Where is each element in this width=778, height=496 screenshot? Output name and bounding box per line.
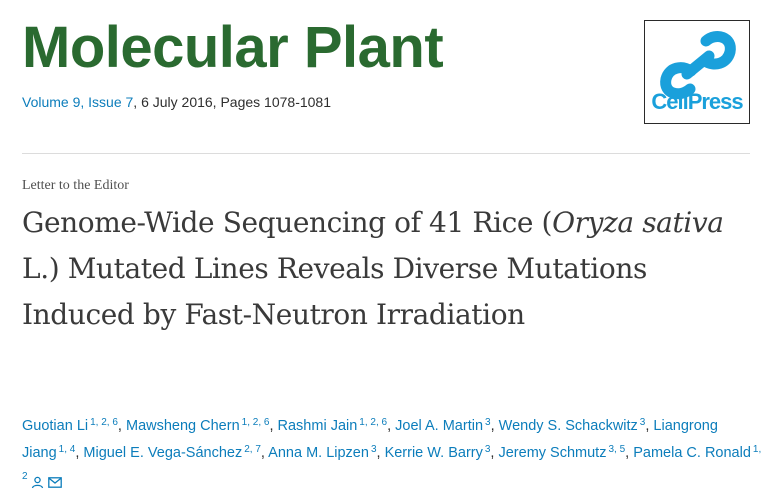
author-link[interactable]: Mawsheng Chern xyxy=(125,418,240,434)
author-icons xyxy=(31,469,62,496)
author-list: Guotian Li 1, 2, 6, Mawsheng Chern 1, 2, 6… xyxy=(22,413,762,496)
author-affiliation[interactable]: 3 xyxy=(370,444,377,455)
date-pages: , 6 July 2016, Pages 1078-1081 xyxy=(133,94,331,110)
cellpress-wordmark: CellPress xyxy=(651,89,743,114)
author-affiliation[interactable]: 1, 2, 6 xyxy=(90,417,118,428)
author-link[interactable]: Wendy S. Schackwitz xyxy=(498,418,638,434)
author-affiliation[interactable]: 1, 4 xyxy=(58,444,76,455)
issue-info: Volume 9, Issue 7, 6 July 2016, Pages 10… xyxy=(22,92,331,112)
author-affiliation[interactable]: 3 xyxy=(485,417,491,428)
author-link[interactable]: Anna M. Lipzen xyxy=(268,445,369,461)
article-type: Letter to the Editor xyxy=(22,178,129,193)
article-title: Genome-Wide Sequencing of 41 Rice (Oryza… xyxy=(22,200,762,338)
author-link[interactable]: Rashmi Jain xyxy=(277,418,358,434)
volume-issue-link[interactable]: Volume 9, Issue 7 xyxy=(22,94,134,110)
author-link[interactable]: Kerrie W. Barry xyxy=(384,445,483,461)
author-affiliation[interactable]: 3, 5 xyxy=(608,444,626,455)
person-icon[interactable] xyxy=(31,476,44,489)
author-link[interactable]: Jeremy Schmutz xyxy=(498,445,607,461)
author-affiliation[interactable]: 1, 2 xyxy=(22,444,762,482)
title-species: Oryza sativa xyxy=(552,206,724,239)
cellpress-symbol-icon xyxy=(660,31,736,100)
author-affiliation[interactable]: 3 xyxy=(639,417,646,428)
title-part-1: Genome-Wide Sequencing of 41 Rice ( xyxy=(22,206,553,239)
author-link[interactable]: Guotian Li xyxy=(22,418,89,434)
author-affiliation[interactable]: 1, 2, 6 xyxy=(359,417,388,428)
header-divider xyxy=(22,153,750,154)
envelope-icon[interactable] xyxy=(47,476,62,488)
author-link[interactable]: Joel A. Martin xyxy=(395,418,484,434)
author-link[interactable]: Liangrong Jiang xyxy=(22,418,718,461)
author-affiliation[interactable]: 2, 7 xyxy=(244,444,261,455)
journal-title[interactable]: Molecular Plant xyxy=(22,15,444,80)
author-link[interactable]: Pamela C. Ronald xyxy=(633,445,751,461)
author-affiliation[interactable]: 1, 2, 6 xyxy=(241,417,270,428)
author-link[interactable]: Miguel E. Vega-Sánchez xyxy=(83,445,243,461)
author-affiliation[interactable]: 3 xyxy=(484,444,491,455)
cellpress-logo[interactable]: CellPress xyxy=(644,20,750,124)
title-part-2: L.) Mutated Lines Reveals Diverse Mutati… xyxy=(22,252,647,331)
